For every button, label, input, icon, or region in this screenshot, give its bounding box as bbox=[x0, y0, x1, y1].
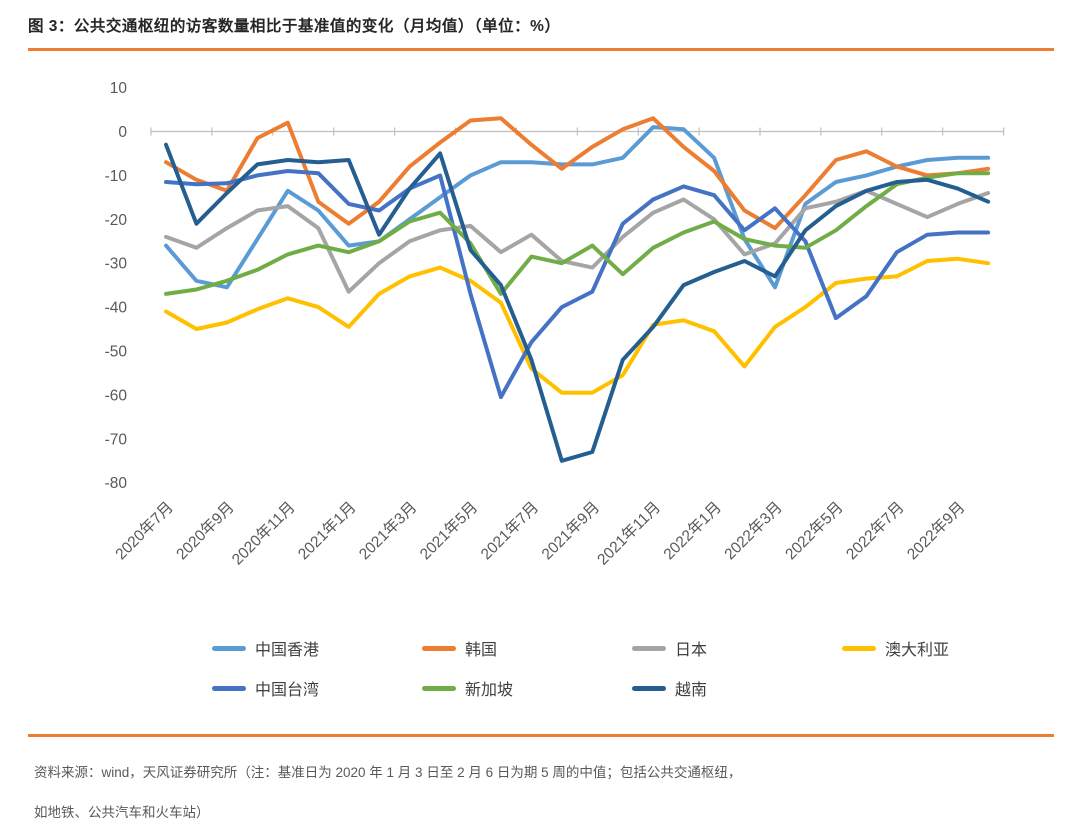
chart-legend: 中国香港 韩国 日本 澳大利亚中国台湾 新加坡 越南 bbox=[212, 636, 1072, 700]
series-line-singapore bbox=[164, 171, 991, 296]
y-axis-tick-label: -20 bbox=[105, 212, 128, 229]
y-axis-tick-label: -30 bbox=[105, 256, 128, 273]
x-axis-tick-label: 2022年5月 bbox=[782, 498, 847, 563]
legend-item-hong-kong[interactable]: 中国香港 bbox=[212, 636, 422, 660]
y-axis-tick-label: -50 bbox=[105, 344, 128, 361]
legend-label-japan: 日本 bbox=[675, 642, 708, 659]
legend-item-australia[interactable]: 澳大利亚 bbox=[842, 636, 1072, 660]
legend-swatch-australia bbox=[842, 645, 876, 651]
legend-item-vietnam[interactable]: 越南 bbox=[632, 676, 842, 700]
series-line-hong-kong bbox=[164, 125, 991, 290]
legend-swatch-japan bbox=[632, 645, 666, 651]
y-axis-tick-label: -70 bbox=[105, 431, 128, 448]
x-axis-tick-label: 2021年5月 bbox=[416, 498, 481, 563]
legend-label-singapore: 新加坡 bbox=[465, 682, 514, 699]
legend-item-taiwan[interactable]: 中国台湾 bbox=[212, 676, 422, 700]
series-line-taiwan bbox=[164, 169, 991, 400]
legend-label-hong-kong: 中国香港 bbox=[255, 642, 320, 659]
legend-item-singapore[interactable]: 新加坡 bbox=[422, 676, 632, 700]
x-axis-tick-label: 2021年9月 bbox=[538, 498, 603, 563]
legend-label-australia: 澳大利亚 bbox=[885, 642, 950, 659]
legend-swatch-vietnam bbox=[632, 685, 666, 691]
y-axis-tick-label: -10 bbox=[105, 168, 128, 185]
series-line-vietnam bbox=[164, 142, 991, 463]
legend-swatch-taiwan bbox=[212, 685, 246, 691]
x-axis-tick-label: 2022年7月 bbox=[842, 498, 907, 563]
x-axis-tick-label: 2021年7月 bbox=[477, 498, 542, 563]
x-axis-tick-label: 2020年11月 bbox=[228, 498, 298, 568]
legend-item-japan[interactable]: 日本 bbox=[632, 636, 842, 660]
x-axis-tick-label: 2022年1月 bbox=[660, 498, 725, 563]
x-axis-tick-label: 2021年3月 bbox=[355, 498, 420, 563]
x-axis-tick-label: 2020年9月 bbox=[173, 498, 238, 563]
legend-swatch-south-korea bbox=[422, 645, 456, 651]
legend-label-vietnam: 越南 bbox=[675, 682, 708, 699]
legend-label-taiwan: 中国台湾 bbox=[255, 682, 320, 699]
y-axis-tick-label: -60 bbox=[105, 387, 128, 404]
y-axis-tick-label: 0 bbox=[118, 124, 127, 141]
x-axis-tick-label: 2021年11月 bbox=[594, 498, 664, 568]
source-note-line2: 如地铁、公共汽车和火车站） bbox=[34, 805, 210, 820]
series-line-australia bbox=[164, 256, 991, 395]
source-note: 资料来源：wind，天风证券研究所（注：基准日为 2020 年 1 月 3 日至… bbox=[28, 734, 1054, 833]
y-axis-tick-label: -40 bbox=[105, 300, 128, 317]
figure-title: 图 3：公共交通枢纽的访客数量相比于基准值的变化（月均值）（单位：%） bbox=[28, 18, 561, 35]
y-axis-tick-label: 10 bbox=[110, 80, 128, 97]
source-note-line1: 资料来源：wind，天风证券研究所（注：基准日为 2020 年 1 月 3 日至… bbox=[34, 765, 742, 780]
x-axis-tick-label: 2021年1月 bbox=[294, 498, 359, 563]
x-axis-tick-label: 2022年3月 bbox=[721, 498, 786, 563]
legend-item-south-korea[interactable]: 韩国 bbox=[422, 636, 632, 660]
legend-swatch-hong-kong bbox=[212, 645, 246, 651]
legend-swatch-singapore bbox=[422, 685, 456, 691]
x-axis-tick-label: 2022年9月 bbox=[903, 498, 968, 563]
y-axis-tick-label: -80 bbox=[105, 475, 128, 492]
x-axis-tick-label: 2020年7月 bbox=[112, 498, 177, 563]
figure-header: 图 3：公共交通枢纽的访客数量相比于基准值的变化（月均值）（单位：%） bbox=[28, 14, 1054, 51]
legend-label-south-korea: 韩国 bbox=[465, 642, 498, 659]
